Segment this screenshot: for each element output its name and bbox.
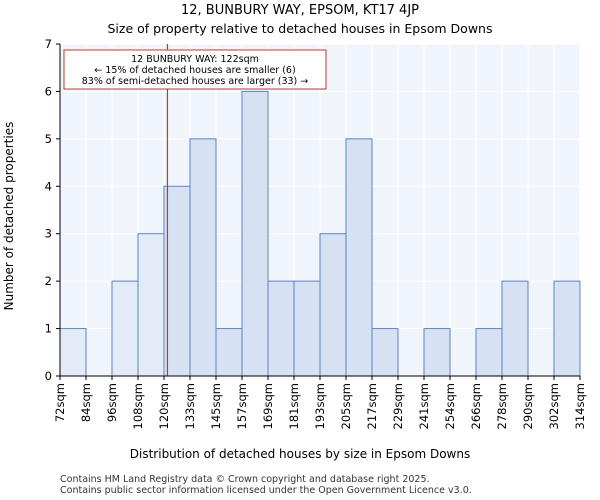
y-tick-label: 3 (45, 227, 52, 241)
x-axis-label: Distribution of detached houses by size … (130, 447, 470, 461)
x-tick-label: 84sqm (79, 383, 93, 422)
x-tick-label: 314sqm (573, 383, 587, 429)
bar (163, 185, 191, 377)
x-tick-label: 145sqm (209, 383, 223, 429)
bar-chart: 12, BUNBURY WAY, EPSOM, KT17 4JP Size of… (2, 3, 587, 461)
bar (215, 328, 243, 377)
y-tick-label: 6 (45, 84, 52, 98)
y-tick-label: 0 (45, 369, 52, 383)
annotation-box: 12 BUNBURY WAY: 122sqm ← 15% of detached… (63, 49, 327, 90)
attribution-footer: Contains HM Land Registry data © Crown c… (60, 474, 472, 496)
x-tick-label: 241sqm (417, 383, 431, 429)
x-tick-label: 278sqm (495, 383, 509, 429)
annotation-frame (63, 49, 327, 90)
bar (475, 328, 503, 377)
x-tick-label: 181sqm (287, 383, 301, 429)
bar (59, 328, 87, 377)
y-tick-label: 7 (45, 37, 52, 51)
x-tick-label: 133sqm (183, 383, 197, 429)
x-tick-label: 205sqm (339, 383, 353, 429)
footer-line-2: Contains public sector information licen… (60, 485, 472, 496)
x-tick-label: 169sqm (261, 383, 275, 429)
x-tick-label: 229sqm (391, 383, 405, 429)
bar (189, 138, 217, 377)
bar (293, 280, 321, 377)
x-tick-label: 217sqm (365, 383, 379, 429)
bars (59, 90, 581, 377)
bar (371, 328, 399, 377)
x-tick-label: 157sqm (235, 383, 249, 429)
bar (501, 280, 529, 377)
x-tick-label: 266sqm (469, 383, 483, 429)
x-tick-label: 120sqm (157, 383, 171, 429)
y-tick-label: 4 (45, 179, 52, 193)
bar (137, 233, 165, 377)
footer-line-1: Contains HM Land Registry data © Crown c… (60, 474, 430, 485)
x-tick-label: 254sqm (443, 383, 457, 429)
annotation-line-3: 83% of semi-detached houses are larger (… (82, 76, 309, 87)
x-tick-label: 193sqm (313, 383, 327, 429)
y-tick-label: 5 (45, 132, 52, 146)
x-tick-label: 302sqm (547, 383, 561, 429)
y-tick-label: 1 (45, 322, 52, 336)
y-axis-label: Number of detached properties (2, 122, 16, 311)
chart-subtitle: Size of property relative to detached ho… (108, 21, 493, 36)
bar (553, 280, 581, 377)
bar (319, 233, 347, 377)
bar (423, 328, 451, 377)
x-tick-label: 290sqm (521, 383, 535, 429)
chart-title: 12, BUNBURY WAY, EPSOM, KT17 4JP (181, 3, 419, 18)
y-axis: 0 1 2 3 4 5 6 7 (45, 37, 61, 383)
x-tick-label: 108sqm (131, 383, 145, 429)
annotation-line-2: ← 15% of detached houses are smaller (6) (94, 65, 295, 76)
bar (241, 90, 269, 377)
x-axis: 72sqm 84sqm 96sqm 108sqm 120sqm 133sqm 145sqm 1… (53, 375, 587, 429)
bar (267, 280, 295, 377)
y-tick-label: 2 (45, 274, 52, 288)
bar (345, 138, 373, 377)
annotation-line-1: 12 BUNBURY WAY: 122sqm (131, 54, 259, 65)
x-tick-label: 72sqm (53, 383, 67, 422)
x-tick-label: 96sqm (105, 383, 119, 422)
bar (111, 280, 139, 377)
